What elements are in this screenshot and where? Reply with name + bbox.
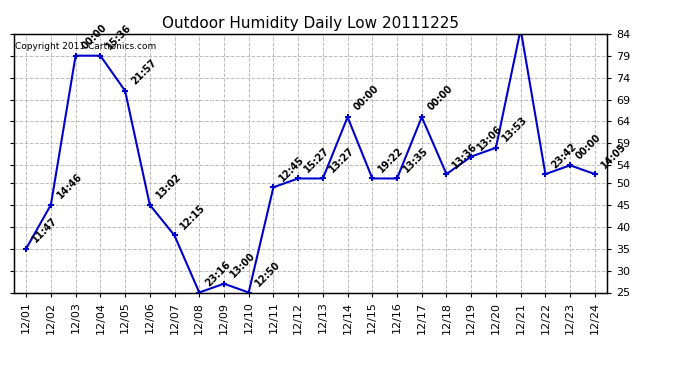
- Text: 13:02: 13:02: [154, 172, 183, 201]
- Text: 14:46: 14:46: [55, 172, 84, 201]
- Text: 12:50: 12:50: [253, 260, 282, 288]
- Text: 00:00: 00:00: [574, 132, 603, 161]
- Text: 11:47: 11:47: [30, 216, 59, 244]
- Text: 19:22: 19:22: [377, 146, 406, 174]
- Text: 13:27: 13:27: [327, 146, 356, 174]
- Text: Copyright 2011 Cartronics.com: Copyright 2011 Cartronics.com: [15, 42, 156, 51]
- Text: 12:15: 12:15: [179, 202, 208, 231]
- Text: 14:05: 14:05: [599, 141, 628, 170]
- Text: 00:00: 00:00: [80, 22, 109, 51]
- Text: 00:00: 00:00: [426, 84, 455, 113]
- Title: Outdoor Humidity Daily Low 20111225: Outdoor Humidity Daily Low 20111225: [162, 16, 459, 31]
- Text: 12:45: 12:45: [277, 154, 306, 183]
- Text: 23:42: 23:42: [549, 141, 578, 170]
- Text: 21:57: 21:57: [129, 58, 158, 87]
- Text: 16:04: 16:04: [0, 374, 1, 375]
- Text: 13:00: 13:00: [228, 251, 257, 279]
- Text: 15:27: 15:27: [302, 146, 331, 174]
- Text: 15:36: 15:36: [104, 22, 133, 51]
- Text: 13:35: 13:35: [401, 146, 430, 174]
- Text: 13:53: 13:53: [500, 115, 529, 144]
- Text: 13:06: 13:06: [475, 123, 504, 152]
- Text: 00:00: 00:00: [352, 84, 381, 113]
- Text: 13:36: 13:36: [451, 141, 480, 170]
- Text: 23:16: 23:16: [204, 260, 233, 288]
